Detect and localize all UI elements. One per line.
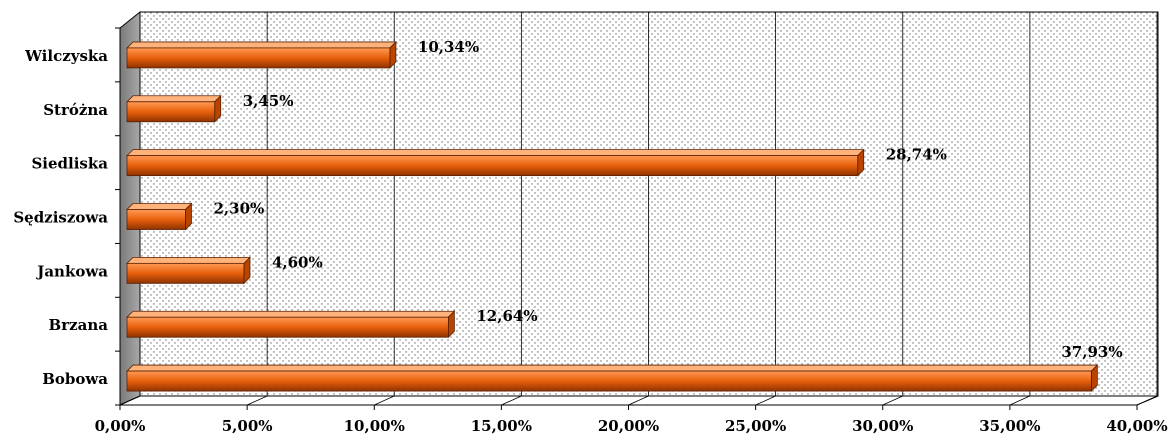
bar-top [126, 95, 222, 103]
bar-top [126, 203, 193, 210]
bar-top [126, 364, 1099, 372]
floor-gridline [374, 395, 395, 406]
category-label: Brzana [49, 316, 109, 334]
floor-gridline [1136, 395, 1158, 406]
floor-gridline [246, 395, 268, 406]
x-tick-label: 25,00% [725, 417, 786, 435]
data-label: 28,74% [886, 146, 947, 164]
bar-stróżna [126, 101, 216, 123]
data-label: 37,93% [1061, 343, 1122, 361]
x-tick-label: 5,00% [222, 417, 273, 435]
floor-gridline [501, 395, 522, 406]
floor-gridline [882, 395, 903, 406]
bar-wilczyska [126, 47, 391, 69]
floor-gridline [628, 395, 649, 406]
floor-gridline [119, 395, 141, 406]
bar-jankowa [126, 262, 245, 284]
floor-gridline [755, 395, 776, 406]
category-label: Siedliska [31, 155, 108, 173]
category-label: Bobowa [42, 370, 108, 388]
x-tick-label: 15,00% [471, 417, 532, 435]
bar-top [126, 310, 456, 318]
category-label: Wilczyska [24, 47, 108, 65]
x-tick-label: 20,00% [598, 417, 659, 435]
bar-brzana [126, 316, 449, 338]
x-tick-label: 30,00% [852, 417, 913, 435]
data-label: 2,30% [213, 200, 264, 218]
plot-area: 0,00% 5,00% 10,00% 15,00% 20,00% 25,00% 30,00%… [13, 10, 1168, 435]
back-wall [139, 11, 1159, 397]
category-label: Jankowa [35, 262, 108, 280]
x-tick-label: 10,00% [344, 417, 405, 435]
x-tick-label: 40,00% [1106, 417, 1167, 435]
bar-top [126, 256, 251, 264]
x-tick-label: 35,00% [979, 417, 1040, 435]
bar-top [126, 149, 865, 157]
floor-gridline [1009, 395, 1031, 406]
data-label: 12,64% [476, 307, 537, 325]
bar-bobowa [126, 370, 1092, 392]
bar-sędziszowa [126, 209, 186, 230]
category-label: Sędziszowa [13, 209, 108, 227]
data-label: 10,34% [418, 38, 479, 56]
bar-siedliska [126, 155, 859, 177]
data-label: 4,60% [272, 253, 323, 271]
bar-top [126, 41, 397, 49]
category-label: Stróżna [43, 101, 108, 119]
x-tick-label: 0,00% [95, 417, 146, 435]
data-label: 3,45% [243, 92, 294, 110]
